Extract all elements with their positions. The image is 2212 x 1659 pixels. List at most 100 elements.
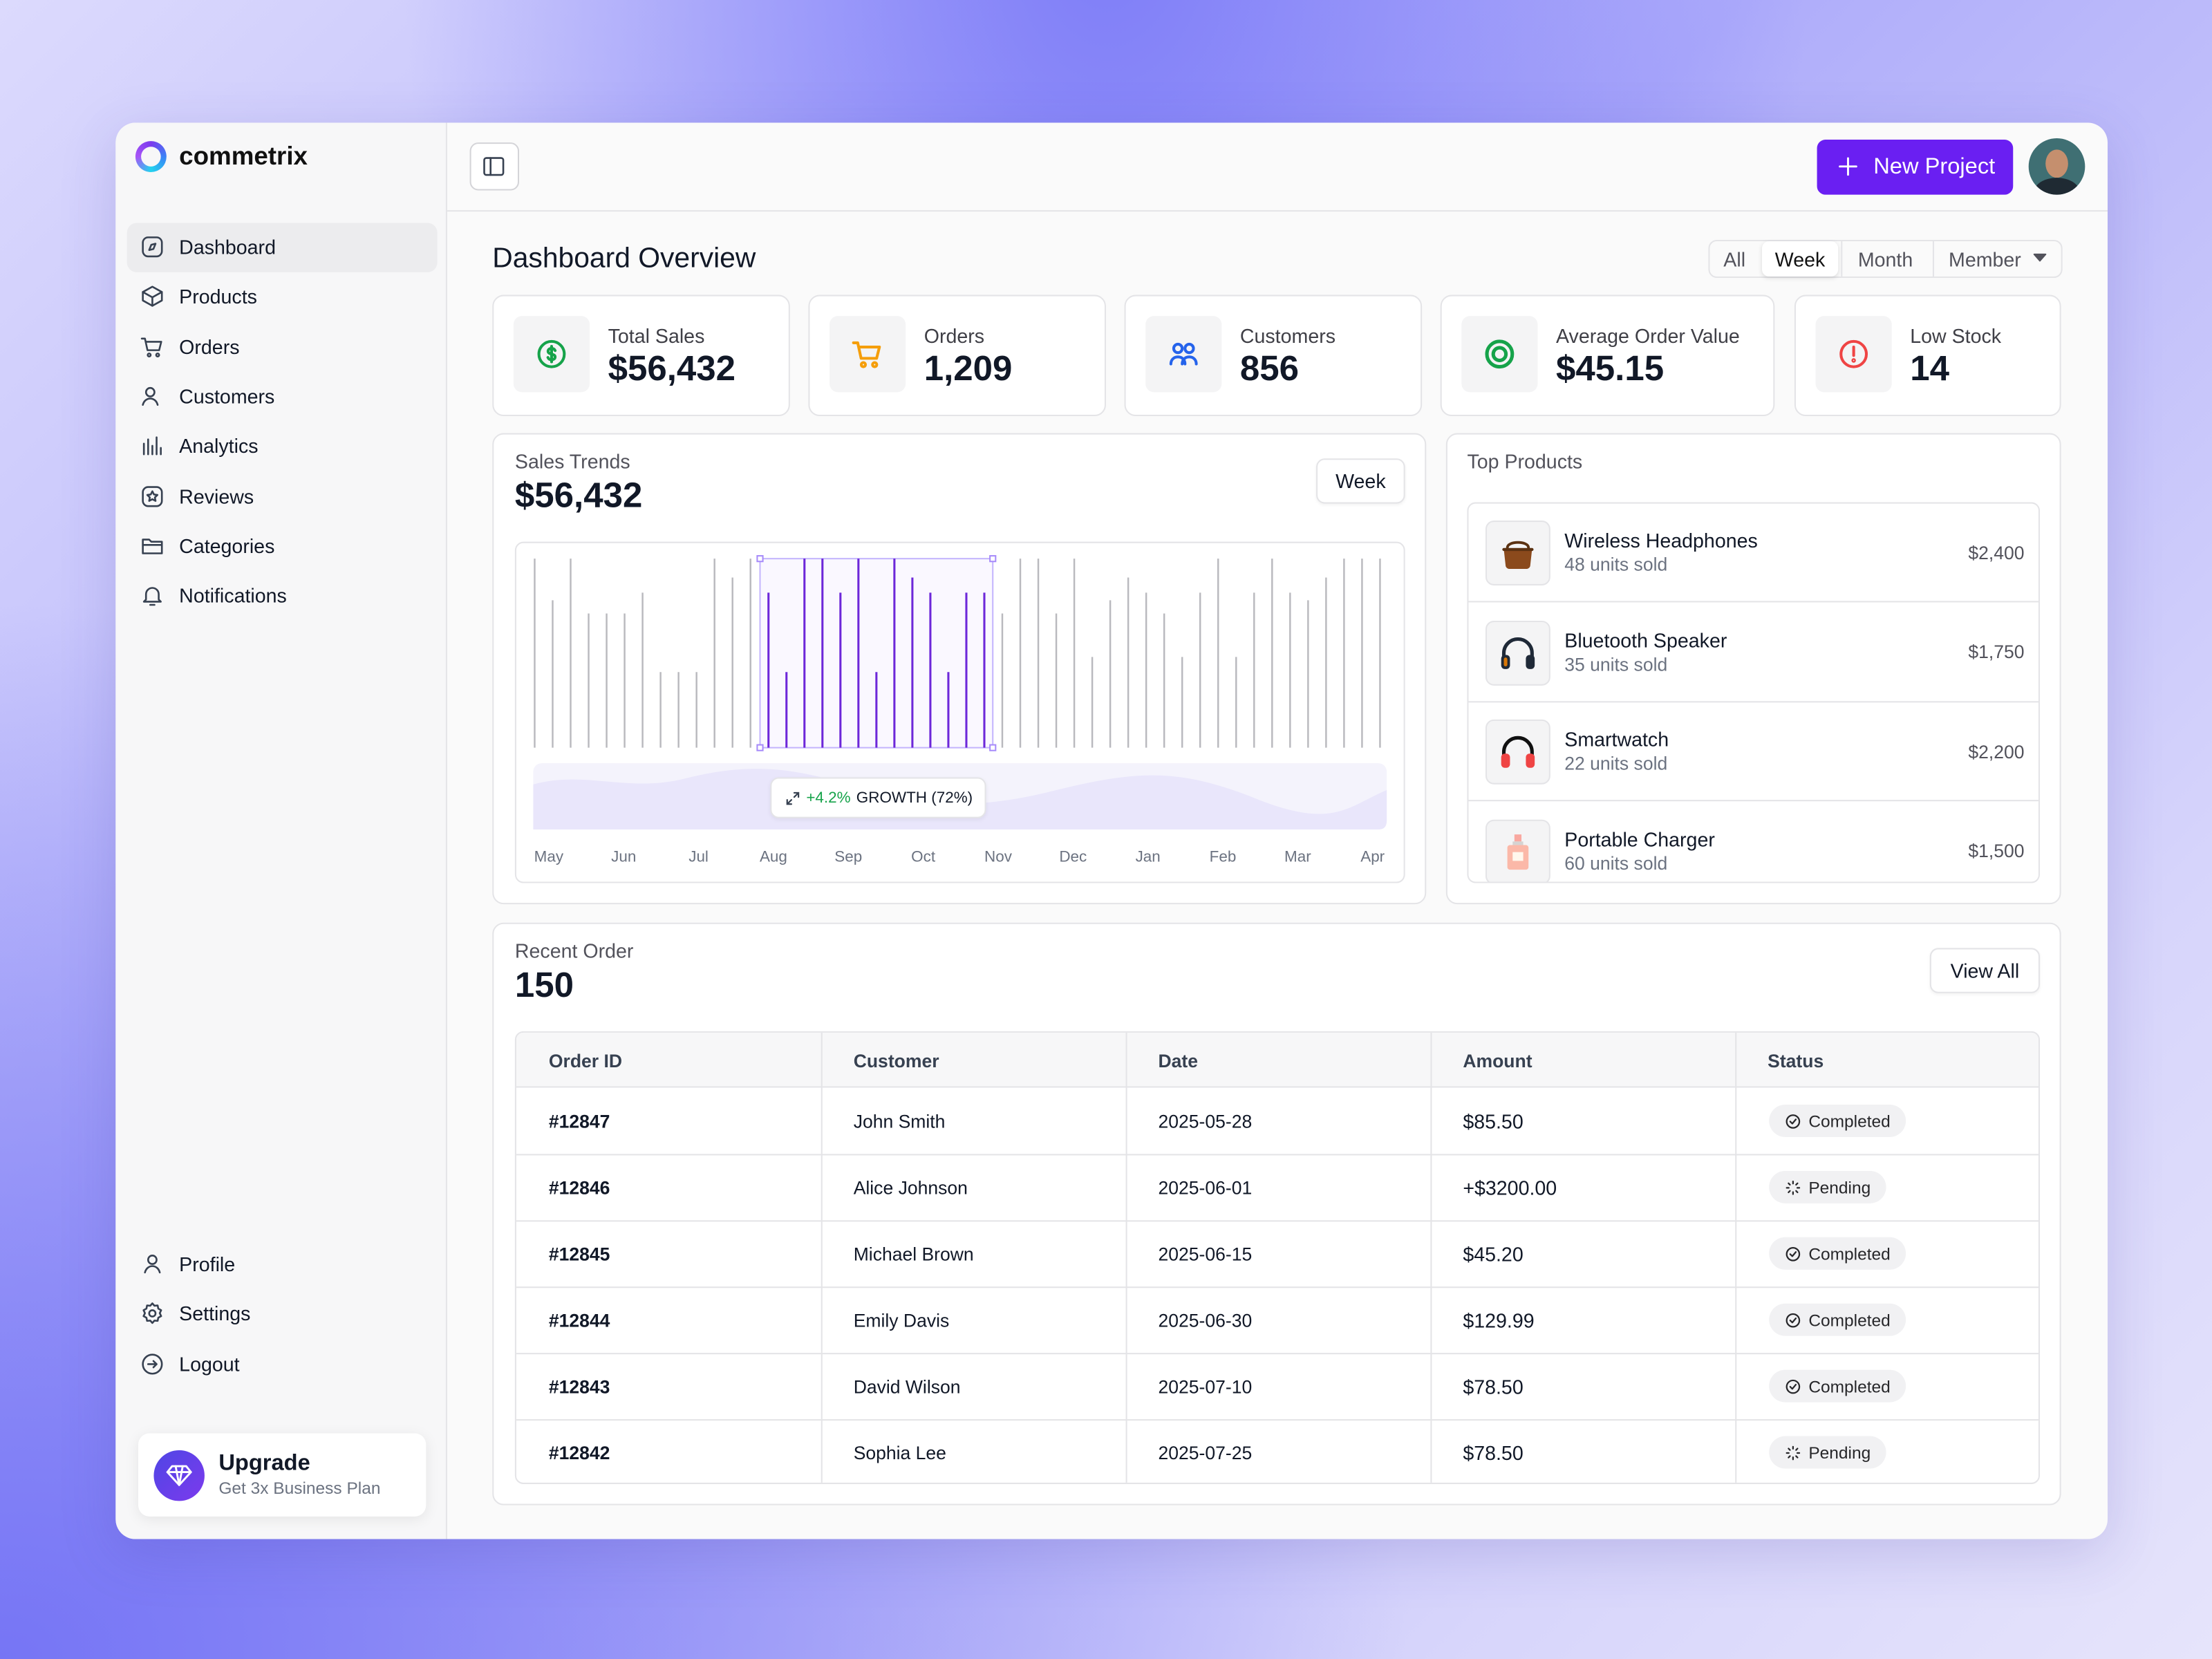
highlight-handle [756, 555, 764, 563]
icon-part [1785, 1114, 1801, 1128]
table-cell: 2025-07-25 [1158, 1441, 1253, 1463]
stat-icon-box [1145, 316, 1222, 393]
column-header: Order ID [548, 1049, 623, 1071]
stat-value: 14 [1910, 349, 1950, 389]
table-cell: #12846 [548, 1177, 610, 1198]
stat-value: $45.15 [1556, 349, 1665, 389]
status-icon [1785, 1112, 1801, 1129]
icon-part [2033, 253, 2047, 262]
status-pill: Completed [1769, 1104, 1906, 1137]
icon-part [1785, 1180, 1801, 1194]
x-tick-label: Jul [688, 848, 709, 865]
icon-part [1785, 1246, 1801, 1261]
nav-label: Customers [179, 384, 275, 408]
icon-part [1491, 346, 1508, 362]
x-tick-label: Jun [611, 848, 636, 865]
product-image [1497, 532, 1539, 574]
icon-part [1785, 1445, 1801, 1460]
status-pill: Pending [1769, 1436, 1886, 1469]
status-label: Completed [1808, 1111, 1891, 1131]
filter-tab[interactable] [1761, 241, 1839, 276]
nav-label: Profile [179, 1253, 236, 1275]
icon-part [142, 286, 163, 308]
nav-item[interactable] [127, 422, 438, 471]
icon-part [142, 236, 163, 258]
icon-part [1485, 339, 1515, 369]
stat-label: Low Stock [1910, 324, 2002, 348]
column-header: Customer [853, 1049, 939, 1071]
stat-label: Orders [924, 324, 985, 348]
icon-part [1502, 541, 1534, 569]
row-divider [516, 1220, 2038, 1222]
column-header: Status [1768, 1049, 1824, 1071]
nav-item[interactable] [127, 1289, 438, 1338]
icon-part [142, 236, 163, 258]
nav-item[interactable] [127, 272, 438, 321]
nav-item[interactable] [127, 521, 438, 570]
icon-part [166, 1465, 192, 1486]
filter-tab[interactable] [1841, 241, 1931, 276]
nav-label: Analytics [179, 434, 259, 458]
icon-part [142, 538, 163, 554]
nav-item[interactable] [127, 1239, 438, 1288]
icon-part [785, 791, 799, 805]
view-all-button[interactable] [1929, 948, 2041, 993]
table-cell: $45.20 [1463, 1241, 1524, 1265]
nav-item[interactable] [127, 471, 438, 521]
table-cell: 2025-07-10 [1158, 1375, 1253, 1397]
table-cell: 2025-06-30 [1158, 1309, 1253, 1331]
product-row [1468, 802, 2038, 881]
table-cell: #12842 [548, 1441, 610, 1463]
icon-part [1512, 841, 1524, 845]
nav-icon [140, 334, 165, 359]
icon-part [1501, 636, 1534, 660]
overview-wave [533, 769, 1387, 830]
filter-label: Week [1774, 247, 1826, 270]
x-tick-label: Feb [1210, 848, 1237, 865]
stat-icon-box [830, 316, 906, 393]
x-tick-label: Sep [834, 848, 862, 865]
table-cell: $78.50 [1463, 1441, 1524, 1464]
product-sold: 35 units sold [1564, 653, 1668, 675]
icon-part [146, 489, 159, 501]
orders-table: Order ID Customer Date Amount Status #12847 Jo… [514, 1031, 2041, 1484]
avatar-body [2034, 178, 2080, 195]
icon-part [142, 386, 159, 406]
table-cell: #12844 [548, 1309, 610, 1331]
sales-total: $56,432 [514, 476, 643, 516]
status-icon [1785, 1311, 1801, 1328]
x-tick-label: Aug [760, 848, 787, 865]
icon-part [147, 1359, 158, 1368]
nav-item[interactable] [127, 1339, 438, 1388]
nav-item[interactable] [127, 321, 438, 371]
icon-part [1501, 753, 1510, 768]
logo-hole [141, 147, 161, 167]
filter-tab[interactable] [1932, 241, 2063, 276]
stat-icon [1483, 337, 1517, 371]
nav-icon [140, 583, 165, 608]
status-label: Completed [1808, 1243, 1891, 1264]
nav-label: Notifications [179, 584, 287, 607]
table-header [516, 1032, 2038, 1088]
avatar[interactable] [2028, 138, 2086, 195]
product-row [1468, 504, 2038, 603]
icon-part [1501, 735, 1535, 768]
icon-part [1839, 339, 1868, 368]
nav-item[interactable] [126, 222, 438, 272]
nav-item[interactable] [127, 372, 438, 421]
new-project-label: New Project [1873, 154, 1996, 179]
icon-part [142, 1353, 163, 1374]
table-cell: Sophia Lee [853, 1441, 946, 1463]
x-tick-label: Mar [1284, 848, 1311, 865]
sidebar-toggle[interactable] [469, 142, 520, 191]
icon-part [142, 397, 159, 406]
nav-icon [140, 384, 165, 409]
period-button[interactable] [1316, 458, 1405, 504]
nav-icon [140, 483, 165, 509]
icon-part [142, 538, 163, 554]
product-name: Portable Charger [1564, 827, 1715, 850]
product-price: $2,200 [1968, 740, 2025, 762]
icon-part [1169, 342, 1198, 366]
x-tick-label: Apr [1360, 848, 1385, 865]
